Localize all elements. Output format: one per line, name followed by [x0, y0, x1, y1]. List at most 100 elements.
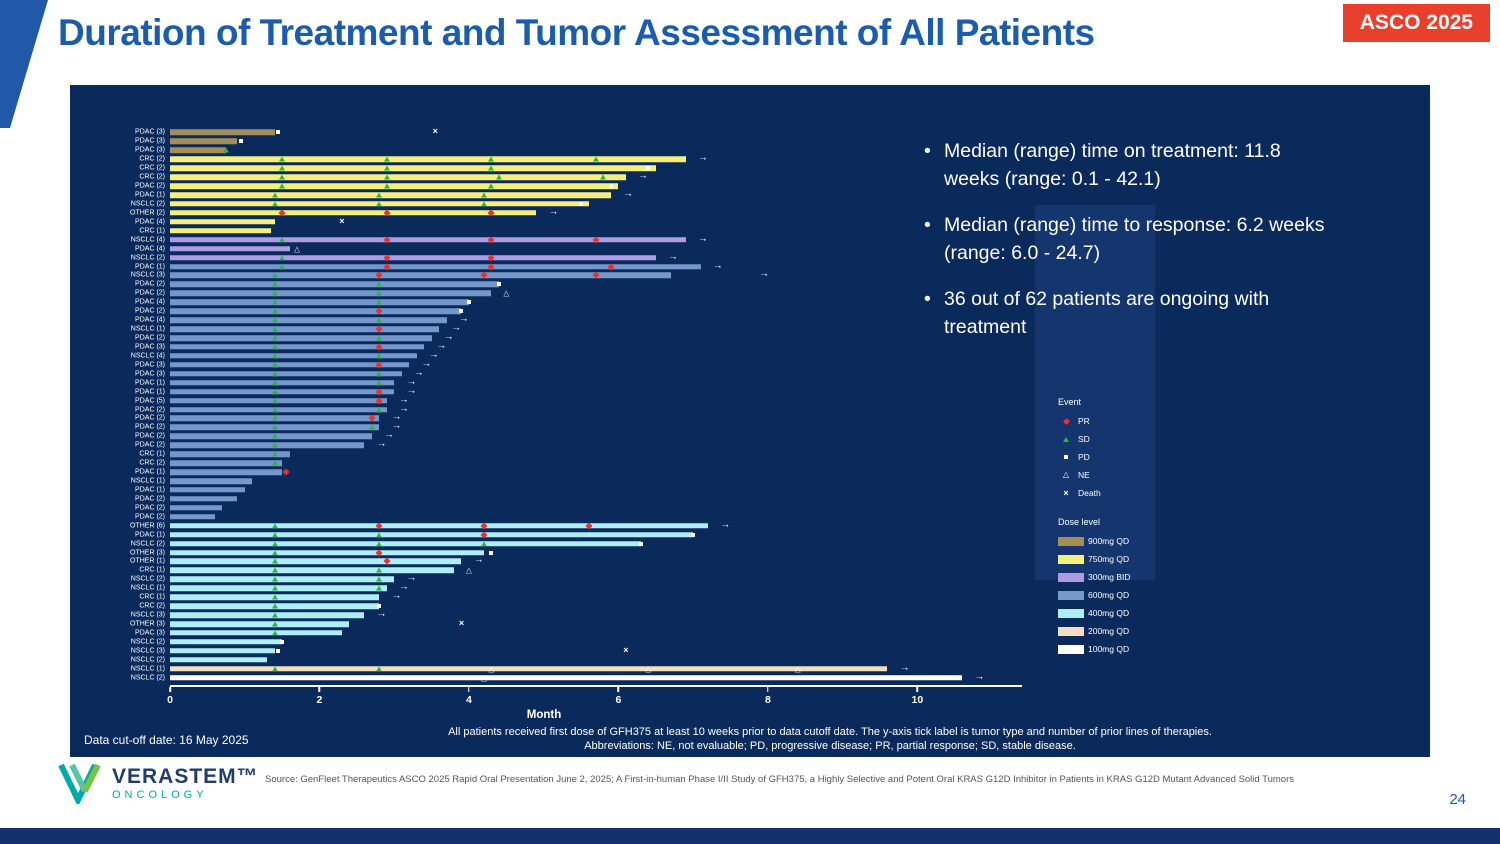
ongoing-arrow-icon: →	[548, 206, 559, 218]
sd-marker-icon	[271, 612, 278, 618]
sd-marker-icon	[376, 353, 383, 359]
footnote-line-1: All patients received first dose of GFH3…	[448, 726, 1212, 738]
ne-marker-icon: △	[645, 663, 652, 673]
ongoing-arrow-icon: →	[443, 331, 454, 343]
ongoing-arrow-icon: →	[398, 403, 409, 415]
sd-marker-icon	[271, 362, 278, 368]
x-tick-mark	[318, 687, 321, 692]
sd-marker-icon	[271, 192, 278, 198]
verastem-logo-icon	[58, 763, 101, 804]
sd-marker-icon	[223, 147, 230, 153]
treatment-duration-bar	[170, 433, 372, 440]
swimmer-row: CRC (2) →	[139, 153, 1022, 164]
treatment-duration-bar	[170, 263, 701, 270]
treatment-duration-bar	[170, 138, 238, 145]
row-label: PDAC (2)	[135, 289, 165, 297]
bullet-ongoing-patients: 36 out of 62 patients are ongoing with t…	[920, 285, 1328, 341]
treatment-duration-bar	[170, 665, 888, 672]
pd-marker-icon	[466, 300, 471, 305]
page-number: 24	[1449, 791, 1466, 808]
ongoing-arrow-icon: →	[391, 421, 402, 433]
sd-marker-icon	[488, 156, 495, 162]
key-findings-list: Median (range) time on treatment: 11.8 w…	[920, 137, 1328, 359]
row-label: NSCLC (2)	[130, 674, 165, 682]
row-label: PDAC (2)	[135, 432, 165, 440]
ongoing-arrow-icon: →	[413, 367, 424, 379]
row-label: NSCLC (3)	[130, 611, 165, 619]
row-label: NSCLC (2)	[130, 656, 165, 664]
treatment-duration-bar	[170, 129, 275, 136]
dose-color-chip	[1058, 572, 1084, 582]
swimmer-row: CRC (2)	[139, 164, 1022, 173]
ongoing-arrow-icon: →	[376, 608, 387, 620]
data-cutoff-date: Data cut-off date: 16 May 2025	[84, 733, 249, 747]
swimmer-row: PDAC (4) △	[135, 244, 1022, 253]
row-label: PDAC (1)	[135, 191, 165, 199]
row-label: CRC (1)	[139, 566, 165, 574]
x-tick-mark	[916, 687, 919, 692]
swimmer-row: PDAC (2)	[135, 280, 1022, 289]
ongoing-arrow-icon: →	[899, 662, 910, 674]
x-tick-label: 0	[167, 694, 173, 706]
row-label: PDAC (3)	[135, 128, 165, 136]
row-label: PDAC (4)	[135, 218, 165, 226]
treatment-duration-bar	[170, 522, 709, 529]
swimmer-row: PDAC (1) →	[135, 377, 1022, 387]
sd-marker-icon	[376, 407, 383, 413]
swimmer-row: NSCLC (2) △ →	[131, 672, 1022, 682]
sd-marker-icon	[271, 666, 278, 672]
ongoing-arrow-icon: →	[638, 170, 649, 182]
legend-event-label: PD	[1078, 452, 1090, 462]
treatment-duration-bar	[170, 576, 395, 583]
pr-legend-icon	[1062, 417, 1070, 425]
dose-color-chip	[1058, 626, 1084, 636]
row-label: OTHER (3)	[130, 549, 165, 557]
sd-marker-icon	[376, 567, 383, 573]
swimmer-row: NSCLC (2) →	[131, 573, 1022, 584]
legend-dose-label: 750mg QD	[1088, 554, 1130, 564]
sd-marker-icon	[279, 237, 286, 243]
swimmer-row: OTHER (6) →	[130, 520, 1022, 530]
row-label: NSCLC (2)	[130, 200, 165, 208]
pd-marker-icon	[646, 166, 651, 171]
row-label: PDAC (3)	[135, 361, 165, 369]
dose-color-chip	[1058, 608, 1084, 618]
swimmer-row: PDAC (3) →	[135, 341, 1022, 352]
sd-marker-icon	[376, 281, 383, 287]
ongoing-arrow-icon: →	[759, 269, 770, 281]
pd-marker-icon	[691, 532, 696, 537]
row-label: OTHER (2)	[130, 209, 165, 217]
treatment-duration-bar	[170, 657, 268, 663]
row-label: PDAC (4)	[135, 298, 165, 306]
treatment-duration-bar	[170, 612, 365, 618]
treatment-duration-bar	[170, 317, 447, 323]
ne-marker-icon: △	[488, 663, 495, 673]
x-tick-label: 10	[911, 694, 924, 706]
sd-marker-icon	[495, 174, 502, 180]
legend-dose-items: 900mg QD 750mg QD 300mg BID 600mg QD 400mg Q…	[1058, 532, 1203, 658]
x-tick-label: 4	[466, 694, 472, 706]
slide-title: Duration of Treatment and Tumor Assessme…	[58, 12, 1095, 53]
sd-marker-icon	[271, 308, 278, 314]
treatment-duration-bar	[170, 353, 417, 359]
dose-color-chip	[1058, 536, 1084, 546]
swimmer-row: CRC (1)	[139, 450, 1022, 459]
legend-dose-label: 100mg QD	[1088, 644, 1130, 654]
sd-marker-icon	[383, 156, 390, 162]
swimmer-row: NSCLC (1) →	[131, 582, 1022, 593]
treatment-duration-bar	[170, 335, 432, 341]
row-label: CRC (2)	[139, 164, 165, 172]
sd-marker-icon	[271, 398, 278, 404]
swimmer-row: NSCLC (2)	[131, 655, 1022, 664]
legend-dose-label: 600mg QD	[1088, 590, 1130, 600]
ongoing-arrow-icon: →	[473, 555, 484, 567]
ongoing-arrow-icon: →	[398, 394, 409, 406]
ongoing-arrow-icon: →	[697, 233, 708, 245]
corner-accent-shape	[0, 0, 48, 128]
row-label: CRC (1)	[139, 593, 165, 601]
legend-dose-label: 300mg BID	[1088, 572, 1131, 582]
treatment-duration-bar	[170, 397, 387, 404]
row-label: PDAC (1)	[135, 531, 165, 539]
swimmer-row: CRC (1)	[139, 226, 1022, 235]
row-label: NSCLC (2)	[130, 254, 165, 262]
